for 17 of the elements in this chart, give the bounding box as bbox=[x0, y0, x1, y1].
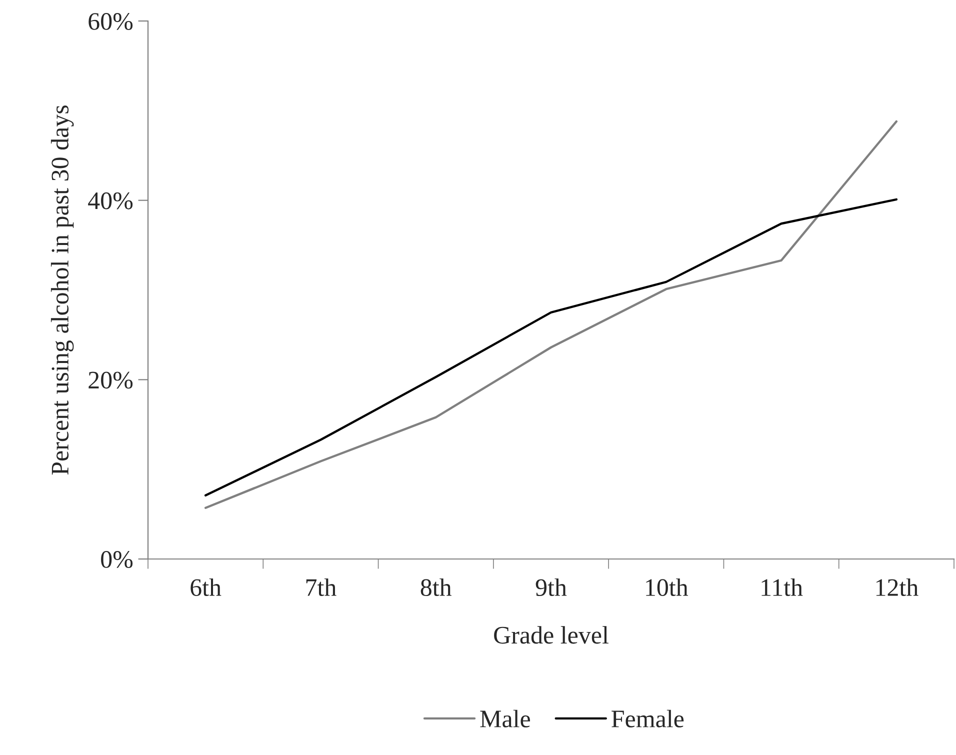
x-tick-label: 10th bbox=[646, 578, 688, 596]
y-tick-label: 20% bbox=[88, 372, 133, 389]
x-tick-label: 8th bbox=[420, 578, 452, 596]
x-tick-label: 9th bbox=[536, 578, 567, 596]
x-axis-title: Grade level bbox=[494, 626, 608, 644]
line-series bbox=[204, 120, 898, 509]
legend-label: Male bbox=[480, 710, 530, 728]
y-tick-label: 0% bbox=[101, 551, 133, 568]
line-series bbox=[204, 198, 898, 496]
x-tick-label: 12th bbox=[876, 578, 918, 596]
x-tick-label: 7th bbox=[306, 578, 336, 596]
legend-label: Female bbox=[612, 710, 684, 728]
y-tick-label: 60% bbox=[88, 13, 133, 30]
y-axis-title: Percent using alcohol in past 30 days bbox=[50, 106, 74, 475]
x-tick-label: 6th bbox=[190, 578, 222, 596]
x-tick-label: 11th bbox=[762, 578, 803, 596]
y-tick-label: 40% bbox=[88, 192, 133, 210]
